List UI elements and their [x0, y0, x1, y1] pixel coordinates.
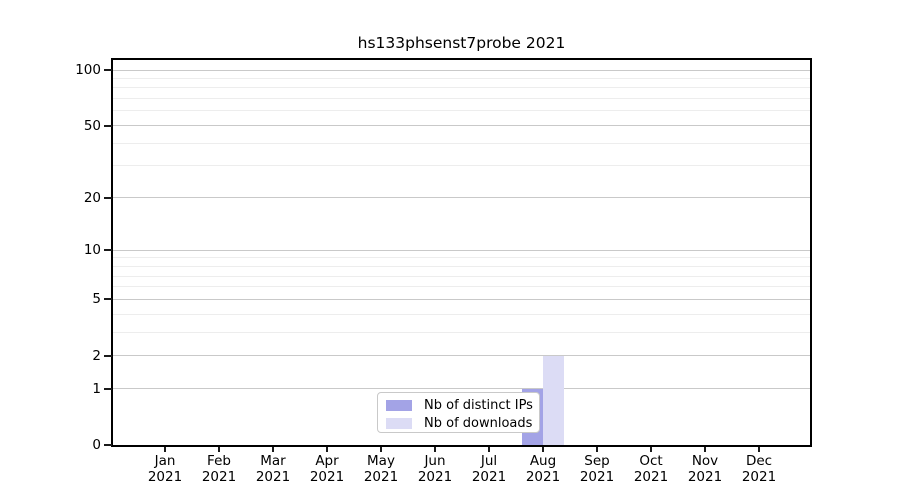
gridline-minor	[113, 87, 810, 89]
x-tick-year: 2021	[579, 469, 615, 485]
y-tick-label: 100	[75, 62, 101, 78]
x-tick-label: Sep 2021	[565, 453, 629, 485]
x-tick-month: Oct	[639, 453, 663, 469]
y-tick-label: 2	[92, 347, 101, 364]
legend-swatch-icon	[386, 400, 412, 411]
x-tick-year: 2021	[687, 469, 723, 485]
x-tick-label: May 2021	[349, 453, 413, 485]
gridline-minor	[113, 286, 810, 288]
x-tick	[650, 447, 652, 452]
x-tick-label: Nov 2021	[673, 453, 737, 485]
y-tick	[104, 354, 112, 357]
x-tick-year: 2021	[471, 469, 507, 485]
x-tick-month: May	[367, 453, 395, 469]
x-tick-month: Mar	[260, 453, 286, 469]
gridline-minor	[113, 265, 810, 267]
bar-downloads	[543, 355, 564, 445]
x-tick-label: Dec 2021	[727, 453, 791, 485]
gridline-major	[113, 298, 810, 300]
x-tick-year: 2021	[147, 469, 183, 485]
x-tick-label: Feb 2021	[187, 453, 251, 485]
x-tick-label: Apr 2021	[295, 453, 359, 485]
x-tick-year: 2021	[525, 469, 561, 485]
x-tick	[704, 447, 706, 452]
legend: Nb of distinct IPs Nb of downloads	[377, 392, 540, 433]
y-tick	[104, 196, 112, 199]
y-tick	[104, 249, 112, 252]
x-tick	[326, 447, 328, 452]
x-tick-year: 2021	[741, 469, 777, 485]
x-tick-month: Apr	[315, 453, 339, 469]
gridline-minor	[113, 77, 810, 79]
x-tick-label: Jun 2021	[403, 453, 467, 485]
x-tick-month: Nov	[691, 453, 719, 469]
x-tick	[758, 447, 760, 452]
y-tick	[104, 298, 112, 301]
x-tick	[434, 447, 436, 452]
x-tick	[218, 447, 220, 452]
x-tick-label: Mar 2021	[241, 453, 305, 485]
gridline-major	[113, 125, 810, 127]
x-tick	[488, 447, 490, 452]
legend-label: Nb of distinct IPs	[424, 398, 533, 413]
gridline-minor	[113, 142, 810, 144]
x-tick	[164, 447, 166, 452]
x-tick-year: 2021	[309, 469, 345, 485]
y-tick	[104, 387, 112, 390]
gridline-minor	[113, 165, 810, 167]
x-tick-year: 2021	[363, 469, 399, 485]
legend-swatch-icon	[386, 418, 412, 429]
x-tick-year: 2021	[633, 469, 669, 485]
x-tick-label: Jul 2021	[457, 453, 521, 485]
x-tick-month: Sep	[584, 453, 610, 469]
x-tick-label: Aug 2021	[511, 453, 575, 485]
x-tick	[542, 447, 544, 452]
gridline-minor	[113, 98, 810, 100]
x-tick-year: 2021	[417, 469, 453, 485]
gridline-major	[113, 249, 810, 251]
x-tick	[272, 447, 274, 452]
gridline-minor	[113, 110, 810, 112]
y-tick-label: 50	[83, 117, 101, 134]
x-tick	[380, 447, 382, 452]
gridline-major	[113, 355, 810, 357]
gridline-minor	[113, 313, 810, 315]
y-tick	[104, 124, 112, 127]
y-tick-label: 5	[92, 291, 101, 308]
x-tick-label: Oct 2021	[619, 453, 683, 485]
x-tick-month: Jun	[424, 453, 446, 469]
x-tick-month: Aug	[529, 453, 557, 469]
y-tick-label: 0	[92, 437, 101, 453]
x-tick-year: 2021	[201, 469, 237, 485]
legend-item: Nb of distinct IPs	[386, 398, 539, 413]
gridline-major	[113, 388, 810, 390]
gridline-minor	[113, 331, 810, 333]
legend-label: Nb of downloads	[424, 416, 533, 431]
gridline-major	[113, 69, 810, 71]
x-tick-month: Dec	[745, 453, 773, 469]
x-tick-month: Feb	[207, 453, 231, 469]
chart-title: hs133phsenst7probe 2021	[357, 34, 566, 52]
x-tick-month: Jan	[154, 453, 176, 469]
gridline-minor	[113, 257, 810, 259]
x-tick-month: Jul	[480, 453, 498, 469]
x-tick	[596, 447, 598, 452]
x-tick-label: Jan 2021	[133, 453, 197, 485]
y-tick	[104, 69, 112, 71]
y-tick	[104, 444, 112, 446]
y-tick-label: 10	[83, 242, 101, 259]
legend-item: Nb of downloads	[386, 416, 539, 431]
y-tick-label: 20	[83, 189, 101, 206]
x-tick-year: 2021	[255, 469, 291, 485]
gridline-minor	[113, 275, 810, 277]
y-tick-label: 1	[92, 380, 101, 397]
gridline-major	[113, 197, 810, 199]
plot-area: 0 1 2 5 10 20 50 100 Jan 2021 Feb 2021 Mar 2021 Apr 202…	[75, 58, 812, 485]
